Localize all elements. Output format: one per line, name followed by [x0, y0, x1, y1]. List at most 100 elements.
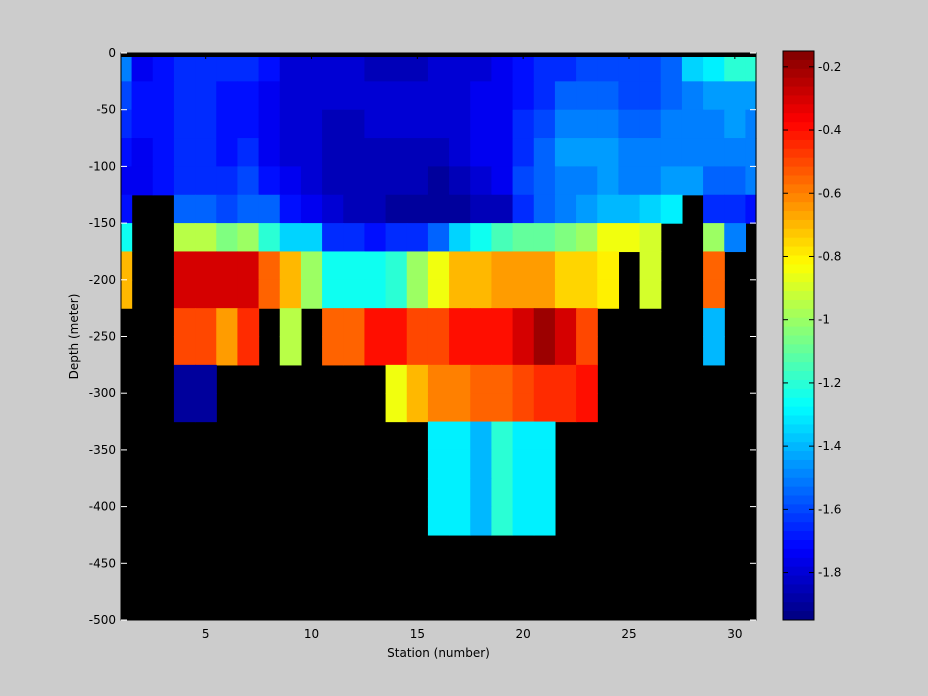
- colorbar-segment: [783, 593, 814, 603]
- heatmap-cell: [427, 449, 450, 479]
- heatmap-cell: [703, 138, 725, 167]
- heatmap-cell: [258, 251, 281, 281]
- heatmap-cell: [258, 279, 281, 309]
- colorbar-segment: [783, 486, 814, 497]
- heatmap-cell: [258, 138, 281, 167]
- colorbar-segment: [783, 459, 814, 470]
- heatmap-cell: [597, 81, 620, 111]
- heatmap-cell: [660, 53, 683, 82]
- colorbar-tick-label: -0.4: [818, 123, 841, 137]
- heatmap-cell: [554, 53, 577, 82]
- heatmap-cell: [639, 279, 662, 309]
- heatmap-cell: [533, 109, 556, 139]
- heatmap-cell: [322, 81, 344, 111]
- heatmap-cell: [427, 194, 450, 224]
- y-axis: 0 -50 -100 -150 -200 -250 -300 -350 -400 -450 -500: [89, 46, 756, 627]
- heatmap-cell: [470, 506, 493, 536]
- y-tick-label: -450: [89, 556, 116, 570]
- colorbar-tick-label: -1.2: [818, 376, 841, 390]
- heatmap-cell: [173, 223, 196, 253]
- y-tick-label: -100: [89, 159, 116, 173]
- heatmap-cell: [724, 138, 747, 167]
- heatmap-cell: [195, 81, 217, 111]
- heatmap-cell: [470, 138, 493, 167]
- heatmap-cell: [554, 393, 577, 423]
- heatmap-cell: [491, 421, 514, 451]
- heatmap-cell: [406, 393, 429, 423]
- heatmap-cell: [343, 138, 366, 167]
- colorbar-segment: [783, 113, 814, 123]
- heatmap-cell: [406, 194, 429, 224]
- heatmap-cell: [427, 364, 450, 394]
- heatmap-cell: [554, 138, 577, 167]
- x-axis-label: Station (number): [387, 646, 490, 660]
- heatmap-cell: [491, 506, 514, 536]
- heatmap-cell: [279, 53, 302, 82]
- heatmap-cell: [237, 53, 260, 82]
- heatmap-cell: [639, 138, 662, 167]
- colorbar-segment: [783, 433, 814, 443]
- heatmap-cell: [703, 336, 725, 366]
- colorbar-segment: [783, 602, 814, 612]
- heatmap-cell: [364, 109, 387, 139]
- heatmap-cell: [173, 364, 196, 394]
- heatmap-cell: [618, 138, 641, 167]
- heatmap-cell: [597, 53, 620, 82]
- heatmap-cell: [470, 449, 493, 479]
- heatmap-cell: [470, 194, 493, 224]
- heatmap-cell: [216, 53, 239, 82]
- heatmap-cell: [449, 279, 471, 309]
- heatmap-cell: [618, 194, 641, 224]
- colorbar-segment: [783, 504, 814, 514]
- heatmap-cell: [322, 251, 344, 281]
- heatmap-cell: [576, 336, 598, 366]
- heatmap-cell: [279, 166, 302, 196]
- heatmap-cell: [279, 279, 302, 309]
- heatmap-cell: [195, 166, 217, 196]
- heatmap-cell: [512, 478, 535, 508]
- y-tick-label: -200: [89, 273, 116, 287]
- heatmap-cell: [681, 138, 704, 167]
- heatmap-cell: [703, 194, 725, 224]
- x-tick-label: 25: [621, 627, 636, 641]
- colorbar-segment: [783, 566, 814, 577]
- heatmap-cell: [343, 223, 366, 253]
- heatmap-cell: [533, 53, 556, 82]
- heatmap-cell: [597, 138, 620, 167]
- heatmap-cell: [195, 251, 217, 281]
- heatmap-cell: [300, 138, 323, 167]
- colorbar-segment: [783, 166, 814, 176]
- heatmap-cell: [491, 223, 514, 253]
- colorbar-segment: [783, 611, 814, 621]
- heatmap-cell: [173, 81, 196, 111]
- colorbar-segment: [783, 406, 814, 417]
- heatmap-cell: [427, 138, 450, 167]
- heatmap-cells: [121, 53, 757, 536]
- y-tick-label: 0: [108, 46, 116, 60]
- heatmap-cell: [491, 279, 514, 309]
- colorbar-segment: [783, 157, 814, 168]
- heatmap-cell: [173, 138, 196, 167]
- heatmap-cell: [406, 364, 429, 394]
- heatmap-cell: [660, 194, 683, 224]
- colorbar-tick-label: -0.2: [818, 60, 841, 74]
- heatmap-cell: [300, 166, 323, 196]
- heatmap-cell: [512, 421, 535, 451]
- heatmap-cell: [491, 81, 514, 111]
- heatmap-cell: [427, 393, 450, 423]
- heatmap-cell: [554, 166, 577, 196]
- heatmap-cell: [131, 138, 154, 167]
- heatmap-cell: [427, 336, 450, 366]
- heatmap-cell: [491, 478, 514, 508]
- colorbar-tick-label: -1.6: [818, 502, 841, 516]
- colorbar-segment: [783, 442, 814, 452]
- heatmap-cell: [216, 81, 239, 111]
- heatmap-cell: [533, 251, 556, 281]
- heatmap-cell: [512, 109, 535, 139]
- colorbar-segment: [783, 353, 814, 363]
- heatmap-cell: [533, 393, 556, 423]
- heatmap-cell: [322, 53, 344, 82]
- heatmap-cell: [576, 53, 598, 82]
- heatmap-cell: [364, 308, 387, 338]
- colorbar-segment: [783, 326, 814, 336]
